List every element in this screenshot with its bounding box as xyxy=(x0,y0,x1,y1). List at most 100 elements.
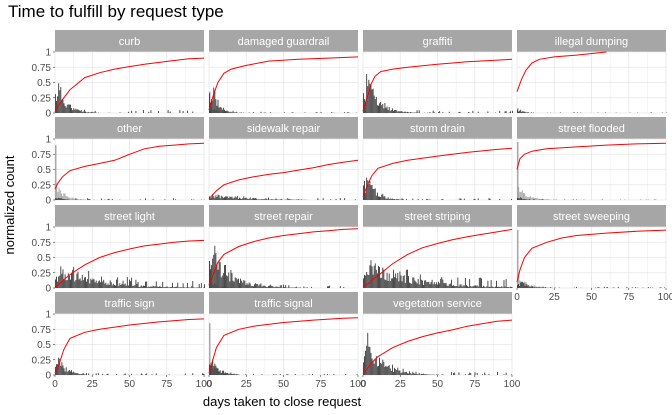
histogram-bar xyxy=(499,110,501,113)
histogram-bar xyxy=(597,287,599,288)
histogram-bar xyxy=(405,198,407,200)
histogram-bar xyxy=(61,198,63,200)
chart-title: Time to fulfill by request type xyxy=(8,2,224,21)
histogram-bar xyxy=(235,278,237,288)
histogram-bar xyxy=(540,198,542,200)
histogram-bar xyxy=(397,199,399,200)
histogram-bar xyxy=(401,281,403,288)
histogram-bar xyxy=(78,199,80,200)
histogram-bar xyxy=(221,275,223,288)
histogram-bar xyxy=(366,345,368,375)
cumulative-line xyxy=(362,147,513,198)
histogram-bar xyxy=(102,281,104,288)
histogram-bar xyxy=(66,280,68,288)
histogram-bar xyxy=(494,286,496,288)
facet-strip xyxy=(55,205,204,227)
histogram-bar xyxy=(59,358,61,375)
histogram-bar xyxy=(389,110,391,113)
histogram-bar xyxy=(536,287,538,288)
histogram-bar xyxy=(173,198,174,200)
histogram-bar xyxy=(450,372,452,375)
histogram-bar xyxy=(521,190,523,200)
histogram-bar xyxy=(382,193,384,200)
histogram-bar xyxy=(406,373,408,375)
histogram-bar xyxy=(400,111,402,113)
histogram-bar xyxy=(385,365,387,375)
histogram-bar xyxy=(398,111,400,113)
histogram-bar xyxy=(213,365,215,375)
histogram-bar xyxy=(56,183,58,200)
histogram-bar xyxy=(160,286,162,288)
histogram-bar xyxy=(58,83,60,113)
histogram-bar xyxy=(382,267,384,288)
histogram-bar xyxy=(542,286,544,288)
histogram-bar xyxy=(498,286,500,288)
histogram-bar xyxy=(426,282,428,288)
histogram-bar xyxy=(163,287,165,288)
histogram-bar xyxy=(519,285,521,288)
histogram-bar xyxy=(371,358,373,375)
histogram-bar xyxy=(275,198,277,200)
histogram-bar xyxy=(403,372,405,375)
histogram-bar xyxy=(88,199,90,200)
histogram-bar xyxy=(317,198,319,200)
histogram-bar xyxy=(92,278,94,288)
histogram-bar xyxy=(55,198,56,200)
facet-strip xyxy=(55,292,204,314)
facet-strip xyxy=(517,205,666,227)
histogram-bar xyxy=(374,99,376,113)
histogram-bar xyxy=(388,106,390,113)
histogram-bar xyxy=(142,110,144,113)
histogram-bar xyxy=(237,278,239,288)
histogram-bar xyxy=(603,286,605,288)
histogram-bar xyxy=(65,199,67,200)
histogram-bar xyxy=(230,197,232,200)
histogram-bar xyxy=(376,366,378,375)
histogram-bar xyxy=(408,276,409,288)
histogram-bar xyxy=(328,286,329,288)
histogram-bar xyxy=(453,285,455,288)
histogram-bar xyxy=(211,98,213,113)
x-tick-label: 25 xyxy=(549,292,561,303)
gridlines xyxy=(516,138,667,201)
histogram-bar xyxy=(58,276,60,288)
x-tick-label: 25 xyxy=(87,379,99,390)
histogram-bar xyxy=(122,280,124,288)
histogram-bar xyxy=(395,273,397,288)
histogram-bar xyxy=(368,275,370,288)
histogram-bar xyxy=(457,277,459,288)
histogram-bar xyxy=(517,197,518,200)
histogram-bar xyxy=(243,280,245,288)
histogram-bar xyxy=(226,275,228,288)
histogram-bar xyxy=(384,366,386,375)
histogram-bar xyxy=(258,199,260,200)
x-tick-label: 50 xyxy=(278,379,290,390)
histogram-bar xyxy=(461,286,463,288)
histogram-bar xyxy=(77,373,79,375)
histogram-bar xyxy=(373,188,375,200)
histogram-bar xyxy=(106,285,108,288)
histogram-bar xyxy=(217,269,219,288)
histogram-bar xyxy=(381,363,383,375)
facet-panel: street flooded xyxy=(516,117,667,201)
histogram-bar xyxy=(216,367,218,375)
histogram-bar xyxy=(426,374,428,375)
histogram-bar xyxy=(221,109,223,113)
y-tick-label: 0.25 xyxy=(32,180,52,191)
histogram-bar xyxy=(414,280,416,288)
histogram-bar xyxy=(404,282,406,288)
histogram-bar xyxy=(159,286,160,288)
histogram-bar xyxy=(520,197,522,200)
histogram-bar xyxy=(56,198,57,200)
histogram-bar xyxy=(372,361,374,375)
histogram-bar xyxy=(226,110,228,113)
histogram-bar xyxy=(262,285,264,288)
histogram-bar xyxy=(141,374,143,375)
histogram-bar xyxy=(95,280,97,288)
histogram-bar xyxy=(60,87,62,113)
histogram-bar xyxy=(227,373,229,375)
histogram-bar xyxy=(191,286,193,288)
histogram-bar xyxy=(240,198,242,200)
histogram-bar xyxy=(67,273,69,288)
histogram-bar xyxy=(118,285,120,288)
